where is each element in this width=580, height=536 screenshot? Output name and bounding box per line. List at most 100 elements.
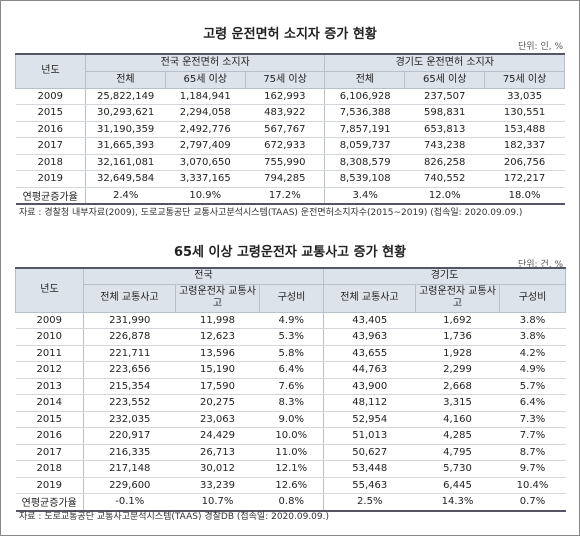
table: 년도 전국 운전면허 소지자 경기도 운전면허 소지자 전체 65세 이상 75세 …: [15, 53, 565, 205]
cell: 12.1%: [259, 460, 324, 478]
header-cell: 75세 이상: [244, 70, 326, 89]
cell: 794,285: [245, 170, 325, 188]
cell: 15,190: [175, 361, 260, 379]
table-title: 고령 운전면허 소지자 증가 현황: [203, 27, 377, 42]
header-cell: 고령운전자 교통사고: [175, 283, 260, 313]
cell: 7.7%: [499, 427, 566, 445]
header-cell: 전체: [85, 70, 166, 89]
cell: 598,831: [404, 104, 485, 122]
row: 2019 32,649,584 3,337,165 794,285 8,539,108 7…: [15, 170, 565, 188]
cell: 6.4%: [499, 394, 566, 412]
row: 2017 216,335 26,713 11.0% 50,627 4,795 8.7%: [15, 444, 566, 461]
cell: 2012: [15, 361, 84, 379]
cell: 2,668: [415, 378, 500, 395]
row: 2016 31,190,359 2,492,776 567,767 7,857,191 6…: [15, 121, 565, 138]
cell: 10.0%: [259, 427, 324, 445]
cell: 2011: [15, 345, 84, 362]
header-cell: 전국 운전면허 소지자: [84, 53, 326, 72]
header-cell: 년도: [15, 53, 86, 89]
cell: 4.9%: [259, 312, 324, 329]
cell: 162,993: [245, 88, 325, 105]
row: 2009 25,822,149 1,184,941 162,993 6,106,928 2…: [15, 88, 565, 105]
cell: 4,285: [415, 427, 500, 445]
cell: 826,258: [404, 154, 485, 171]
row: 2018 217,148 30,012 12.1% 53,448 5,730 9.7%: [15, 460, 566, 478]
cell: 11,998: [175, 312, 260, 329]
cell: 31,665,393: [85, 137, 166, 155]
cell: 8.7%: [499, 444, 566, 461]
cell: 2010: [15, 328, 84, 346]
cell: 2018: [15, 154, 86, 171]
cell: 31,190,359: [85, 121, 166, 138]
cell: 653,813: [404, 121, 485, 138]
cell: 2009: [15, 88, 86, 105]
cell: 51,013: [323, 427, 416, 445]
row: 2012 223,656 15,190 6.4% 44,763 2,299 4.9%: [15, 361, 566, 379]
cell: 12.6%: [259, 477, 324, 494]
cell: 23,063: [175, 411, 260, 428]
cell: 8,539,108: [324, 170, 405, 188]
cell: 4.9%: [499, 361, 566, 379]
source: 자료 : 경찰청 내부자료(2009), 도로교통공단 교통사고분석시스템(TA…: [19, 208, 523, 218]
cell: 2.4%: [85, 187, 166, 205]
cell: 2018: [15, 460, 84, 478]
header-cell: 구성비: [259, 283, 324, 313]
header-cell: 구성비: [498, 283, 567, 313]
cell: 2019: [15, 477, 84, 494]
cell: 4,795: [415, 444, 500, 461]
cell: 237,507: [404, 88, 485, 105]
row: 2018 32,161,081 3,070,650 755,990 8,308,579 8…: [15, 154, 565, 171]
header-cell: 년도: [15, 267, 84, 313]
cell: 10.4%: [499, 477, 566, 494]
unit: 단위: 건, %: [517, 260, 563, 270]
cell: 5.3%: [259, 328, 324, 346]
cell: 755,990: [245, 154, 325, 171]
cell: 5.8%: [259, 345, 324, 362]
cell: 3.4%: [324, 187, 405, 205]
cell: 672,933: [245, 137, 325, 155]
header-cell: 경기도: [322, 267, 567, 285]
header-cell: 65세 이상: [164, 70, 246, 89]
cell: 229,600: [83, 477, 176, 494]
cell: 223,552: [83, 394, 176, 412]
cell: 2,294,058: [165, 104, 246, 122]
cell: 153,488: [484, 121, 565, 138]
cell: 232,035: [83, 411, 176, 428]
cell: 483,922: [245, 104, 325, 122]
row: 2015 30,293,621 2,294,058 483,922 7,536,388 5…: [15, 104, 565, 122]
table: 년도 전국 경기도 전체 교통사고 고령운전자 교통사고 구성비 전체 교통사고 고령운…: [15, 267, 567, 512]
cell: 3.8%: [499, 328, 566, 346]
cell: 1,928: [415, 345, 500, 362]
cell: 220,917: [83, 427, 176, 445]
row: 2019 229,600 33,239 12.6% 55,463 6,445 10.4%: [15, 477, 566, 494]
row: 연평균증가율 2.4% 10.9% 17.2% 3.4% 12.0% 18.0%: [15, 187, 565, 205]
cell: 2016: [15, 121, 86, 138]
cell: 7.3%: [499, 411, 566, 428]
cell: 2015: [15, 411, 84, 428]
cell: 43,900: [323, 378, 416, 395]
row: 2016 220,917 24,429 10.0% 51,013 4,285 7.7%: [15, 427, 566, 445]
cell: 17.2%: [245, 187, 325, 205]
cell: 5.7%: [499, 378, 566, 395]
table-title: 65세 이상 고령운전자 교통사고 증가 현황: [173, 245, 407, 260]
header-cell: 전체 교통사고: [83, 283, 176, 313]
cell: 33,035: [484, 88, 565, 105]
cell: 215,354: [83, 378, 176, 395]
header-cell: 고령운전자 교통사고: [415, 283, 500, 313]
header-cell: 경기도 운전면허 소지자: [324, 53, 565, 72]
cell: 43,963: [323, 328, 416, 346]
cell: 12.0%: [404, 187, 485, 205]
cell: 5,730: [415, 460, 500, 478]
cell: 44,763: [323, 361, 416, 379]
cell: 43,655: [323, 345, 416, 362]
cell: 25,822,149: [85, 88, 166, 105]
cell: 8,059,737: [324, 137, 405, 155]
cell: 연평균증가율: [15, 493, 84, 512]
cell: 30,012: [175, 460, 260, 478]
cell: 1,692: [415, 312, 500, 329]
cell: 567,767: [245, 121, 325, 138]
cell: 48,112: [323, 394, 416, 412]
cell: 18.0%: [484, 187, 565, 205]
cell: 2,492,776: [165, 121, 246, 138]
